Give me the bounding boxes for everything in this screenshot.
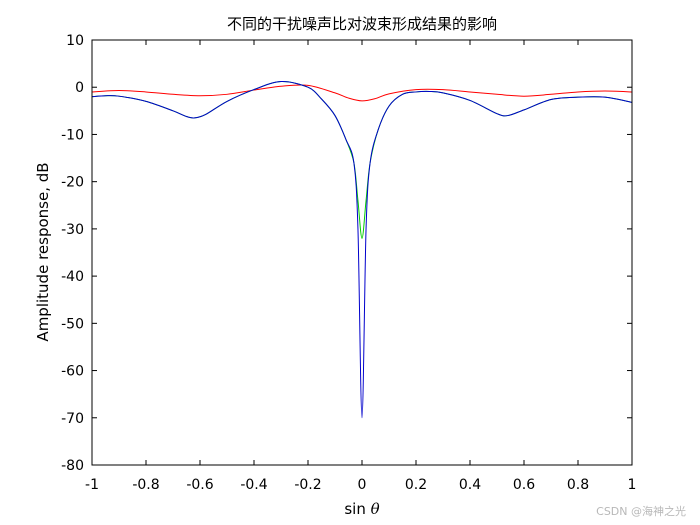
x-axis-label-prefix: sin — [344, 500, 370, 518]
x-tick-label: 0.6 — [513, 477, 535, 493]
y-tick-label: -30 — [61, 222, 84, 238]
x-tick-label: -0.8 — [132, 477, 159, 493]
x-tick-label: -0.6 — [186, 477, 213, 493]
series-line-blue — [91, 81, 633, 419]
watermark-text: CSDN @海神之光 — [596, 505, 686, 518]
y-tick-label: -80 — [61, 458, 84, 474]
y-tick-label: -40 — [61, 269, 84, 285]
series-layer — [91, 81, 633, 419]
x-tick-label: 0.2 — [405, 477, 427, 493]
x-tick-label: -0.2 — [294, 477, 321, 493]
x-tick-label: -0.4 — [240, 477, 267, 493]
x-axis-label: sin θ — [344, 500, 379, 518]
tick-layer: -1 -0.8 -0.6 -0.4 -0.2 0 0.2 0.4 0.6 0.8 1 10 0 -10 -2… — [61, 33, 636, 493]
y-tick-label: -20 — [61, 175, 84, 191]
series-line-red — [91, 84, 633, 102]
y-tick-label: -10 — [61, 127, 84, 143]
y-tick-label: -70 — [61, 411, 84, 427]
x-tick-label: 1 — [628, 477, 637, 493]
y-tick-label: -50 — [61, 316, 84, 332]
x-tick-label: 0 — [358, 477, 367, 493]
x-axis-label-symbol: θ — [371, 500, 380, 518]
x-tick-label: 0.4 — [459, 477, 481, 493]
chart-title: 不同的干扰噪声比对波束形成结果的影响 — [227, 15, 497, 33]
x-tick-label: 0.8 — [567, 477, 589, 493]
x-tick-label: -1 — [85, 477, 99, 493]
y-tick-label: -60 — [61, 364, 84, 380]
y-tick-label: 10 — [66, 33, 84, 49]
plot-area — [92, 40, 632, 465]
y-axis-label: Amplitude response, dB — [34, 162, 52, 341]
y-tick-label: 0 — [75, 80, 84, 96]
